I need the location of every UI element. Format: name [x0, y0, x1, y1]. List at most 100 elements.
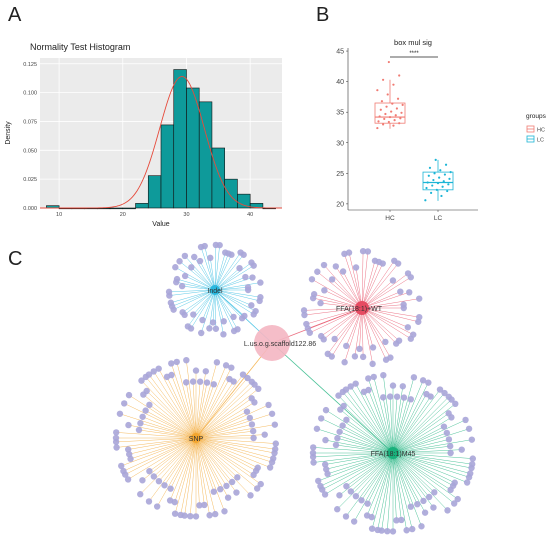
- data-point: [378, 115, 381, 118]
- leaf-edge: [140, 423, 197, 439]
- leaf-node: [419, 377, 427, 384]
- leaf-edge: [361, 261, 380, 309]
- leaf-node: [125, 421, 132, 429]
- leaf-node: [406, 289, 413, 296]
- leaf-node: [322, 436, 329, 444]
- leaf-node: [389, 382, 397, 389]
- leaf-node: [191, 253, 198, 261]
- leaf-edge: [214, 289, 260, 302]
- data-point: [439, 169, 442, 172]
- leaf-node: [334, 506, 341, 513]
- leaf-edge: [214, 262, 252, 291]
- leaf-node: [210, 488, 217, 495]
- leaf-edge: [363, 391, 394, 454]
- leaf-node: [359, 247, 367, 255]
- panel-letter-c: C: [8, 248, 23, 270]
- leaf-edge: [184, 437, 197, 516]
- leaf-node: [145, 371, 153, 378]
- leaf-edge: [214, 289, 224, 322]
- leaf-edge: [195, 430, 254, 439]
- leaf-edge: [346, 419, 394, 454]
- leaf-node: [336, 492, 343, 499]
- leaf-node: [173, 275, 181, 283]
- leaf-edge: [149, 404, 197, 439]
- leaf-node: [178, 282, 186, 290]
- leaf-node: [341, 359, 348, 366]
- hub-node: [355, 301, 369, 315]
- leaf-edge: [392, 452, 412, 507]
- leaf-node: [239, 371, 247, 378]
- leaf-node: [272, 440, 279, 447]
- leaf-node: [416, 313, 423, 321]
- leaf-edge: [195, 381, 252, 439]
- leaf-node: [257, 480, 264, 488]
- leaf-edge: [119, 413, 197, 439]
- leaf-edge: [392, 452, 471, 474]
- leaf-node: [342, 386, 350, 393]
- leaf-edge: [174, 437, 197, 514]
- leaf-node: [467, 470, 474, 477]
- leaf-node: [465, 425, 473, 432]
- center-node: [254, 325, 290, 361]
- leaf-edge: [361, 251, 364, 309]
- leaf-edge: [214, 268, 240, 291]
- leaf-edge: [350, 452, 394, 492]
- leaf-edge: [185, 382, 197, 439]
- leaf-edge: [214, 289, 245, 317]
- leaf-edge: [170, 289, 216, 303]
- y-tick-label: 0.100: [23, 91, 37, 97]
- leaf-edge: [350, 386, 394, 454]
- leaf-edge: [195, 437, 215, 492]
- leaf-edge: [321, 307, 363, 337]
- leaf-edge: [311, 279, 363, 309]
- leaf-edge: [325, 452, 394, 465]
- leaf-edge: [392, 382, 429, 454]
- labels-layer: Indel FFA(18:1)+WT SNP FFA(18:1)M45 L.us.o.g…: [189, 288, 416, 458]
- leaf-node: [451, 479, 458, 486]
- leaf-node: [394, 260, 402, 267]
- leaf-node: [146, 467, 153, 475]
- hub-label: SNP: [189, 436, 204, 443]
- data-point: [448, 177, 451, 180]
- data-point: [379, 108, 382, 111]
- leaf-edge: [195, 437, 276, 450]
- leaf-edge: [371, 452, 394, 529]
- data-point: [380, 100, 384, 103]
- legend-title: groups: [526, 113, 547, 120]
- leaf-edge: [392, 452, 454, 486]
- leaf-edge: [190, 437, 197, 517]
- data-point: [401, 103, 404, 106]
- leaf-node: [320, 261, 328, 269]
- leaf-node: [249, 427, 257, 435]
- leaf-node: [270, 455, 277, 462]
- data-point: [387, 120, 390, 124]
- leaf-node: [444, 507, 451, 514]
- leaf-edge: [377, 452, 394, 530]
- leaf-edge: [392, 439, 472, 454]
- leaf-node: [271, 421, 279, 428]
- leaf-node: [384, 527, 391, 535]
- leaf-node: [113, 429, 120, 436]
- leaf-node: [425, 493, 433, 501]
- leaf-edge: [195, 437, 258, 468]
- leaf-node: [339, 422, 346, 429]
- leaf-node: [124, 476, 132, 483]
- leaf-edge: [392, 396, 449, 454]
- histogram-bar: [186, 87, 200, 209]
- data-point: [425, 186, 428, 190]
- leaf-edge: [214, 253, 229, 291]
- leaf-edge: [389, 396, 394, 454]
- legend-label: HC: [537, 128, 545, 134]
- leaf-edge: [344, 307, 363, 363]
- leaf-edge: [214, 254, 244, 291]
- leaf-edge: [214, 289, 243, 319]
- leaf-edge: [361, 263, 399, 309]
- leaf-node: [352, 492, 360, 500]
- leaf-node: [332, 263, 340, 270]
- leaf-node: [421, 509, 429, 516]
- leaf-node: [221, 508, 228, 515]
- histogram-bar: [237, 193, 251, 209]
- y-tick-label: 0.125: [23, 62, 37, 68]
- leaf-edge: [326, 452, 394, 470]
- leaf-node: [448, 396, 455, 403]
